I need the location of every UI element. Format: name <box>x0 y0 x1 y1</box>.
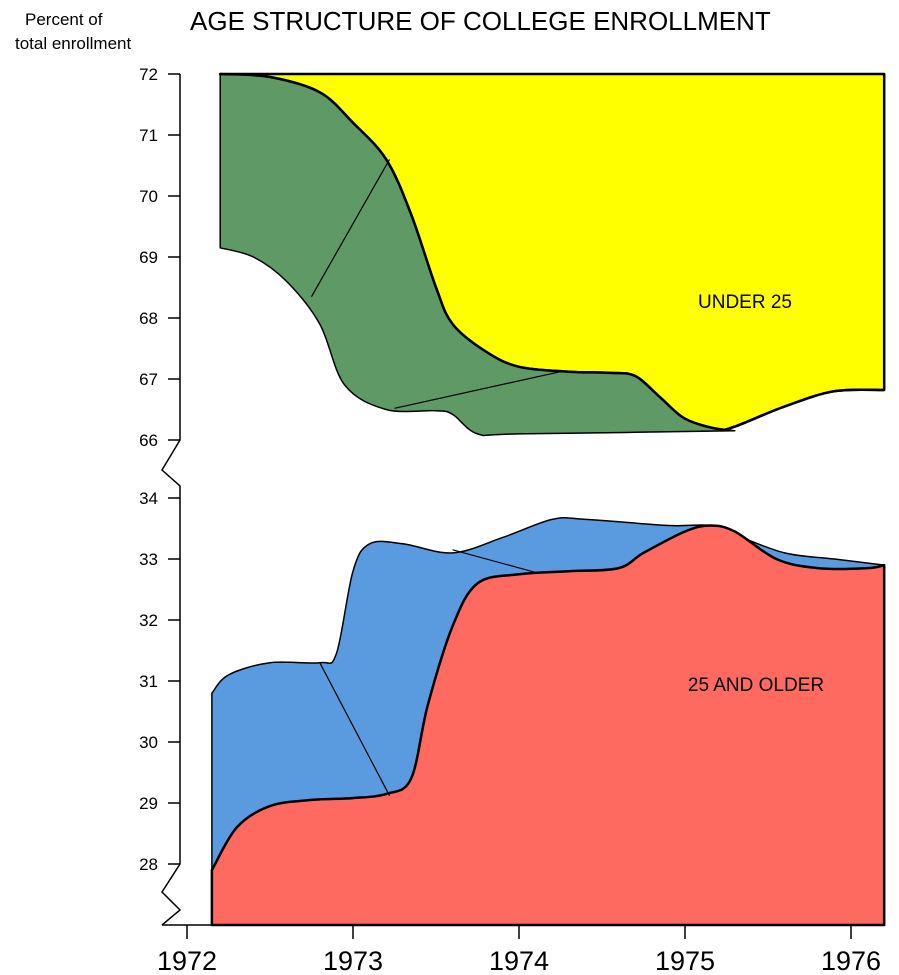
y-tick-label-lower-34: 34 <box>139 489 158 508</box>
chart-title: AGE STRUCTURE OF COLLEGE ENROLLMENT <box>190 6 771 36</box>
older-area <box>210 524 886 927</box>
y-tick-label-lower-32: 32 <box>139 611 158 630</box>
lower-panel: 25 AND OLDER <box>210 516 886 927</box>
x-tick-label-1975: 1975 <box>655 946 715 975</box>
y-tick-label-upper-71: 71 <box>139 126 158 145</box>
x-tick-label-1974: 1974 <box>489 946 549 975</box>
y-tick-label-upper-68: 68 <box>139 309 158 328</box>
annotation-25-and-older: 25 AND OLDER <box>688 675 824 696</box>
upper-panel: UNDER 25 <box>218 72 886 437</box>
annotation-under-25: UNDER 25 <box>698 292 792 313</box>
x-tick-label-1976: 1976 <box>821 946 881 975</box>
y-tick-label-lower-33: 33 <box>139 550 158 569</box>
axes: 72 71 70 69 68 67 66 34 33 32 31 30 29 28 1972 1973 1974… <box>139 65 885 975</box>
under-25-divider-1 <box>310 159 391 297</box>
y-tick-label-upper-72: 72 <box>139 65 158 84</box>
y-axis-label-line1: Percent of <box>25 10 103 29</box>
older-divider-2 <box>452 549 536 573</box>
y-tick-label-lower-29: 29 <box>139 794 158 813</box>
older-divider-1 <box>319 662 391 796</box>
y-tick-label-upper-67: 67 <box>139 370 158 389</box>
y-tick-label-upper-69: 69 <box>139 248 158 267</box>
y-axis-label-line2: total enrollment <box>15 34 132 53</box>
under-25-boundary <box>220 72 885 432</box>
y-axis-lower <box>161 498 182 926</box>
x-tick-label-1972: 1972 <box>157 946 217 975</box>
y-axis-upper <box>161 74 181 498</box>
y-tick-label-lower-30: 30 <box>139 733 158 752</box>
y-tick-label-lower-31: 31 <box>139 672 158 691</box>
y-tick-label-lower-28: 28 <box>139 855 158 874</box>
x-tick-label-1973: 1973 <box>323 946 383 975</box>
y-tick-label-upper-66: 66 <box>139 431 158 450</box>
under-25-divider-2 <box>394 371 561 409</box>
y-tick-label-upper-70: 70 <box>139 187 158 206</box>
